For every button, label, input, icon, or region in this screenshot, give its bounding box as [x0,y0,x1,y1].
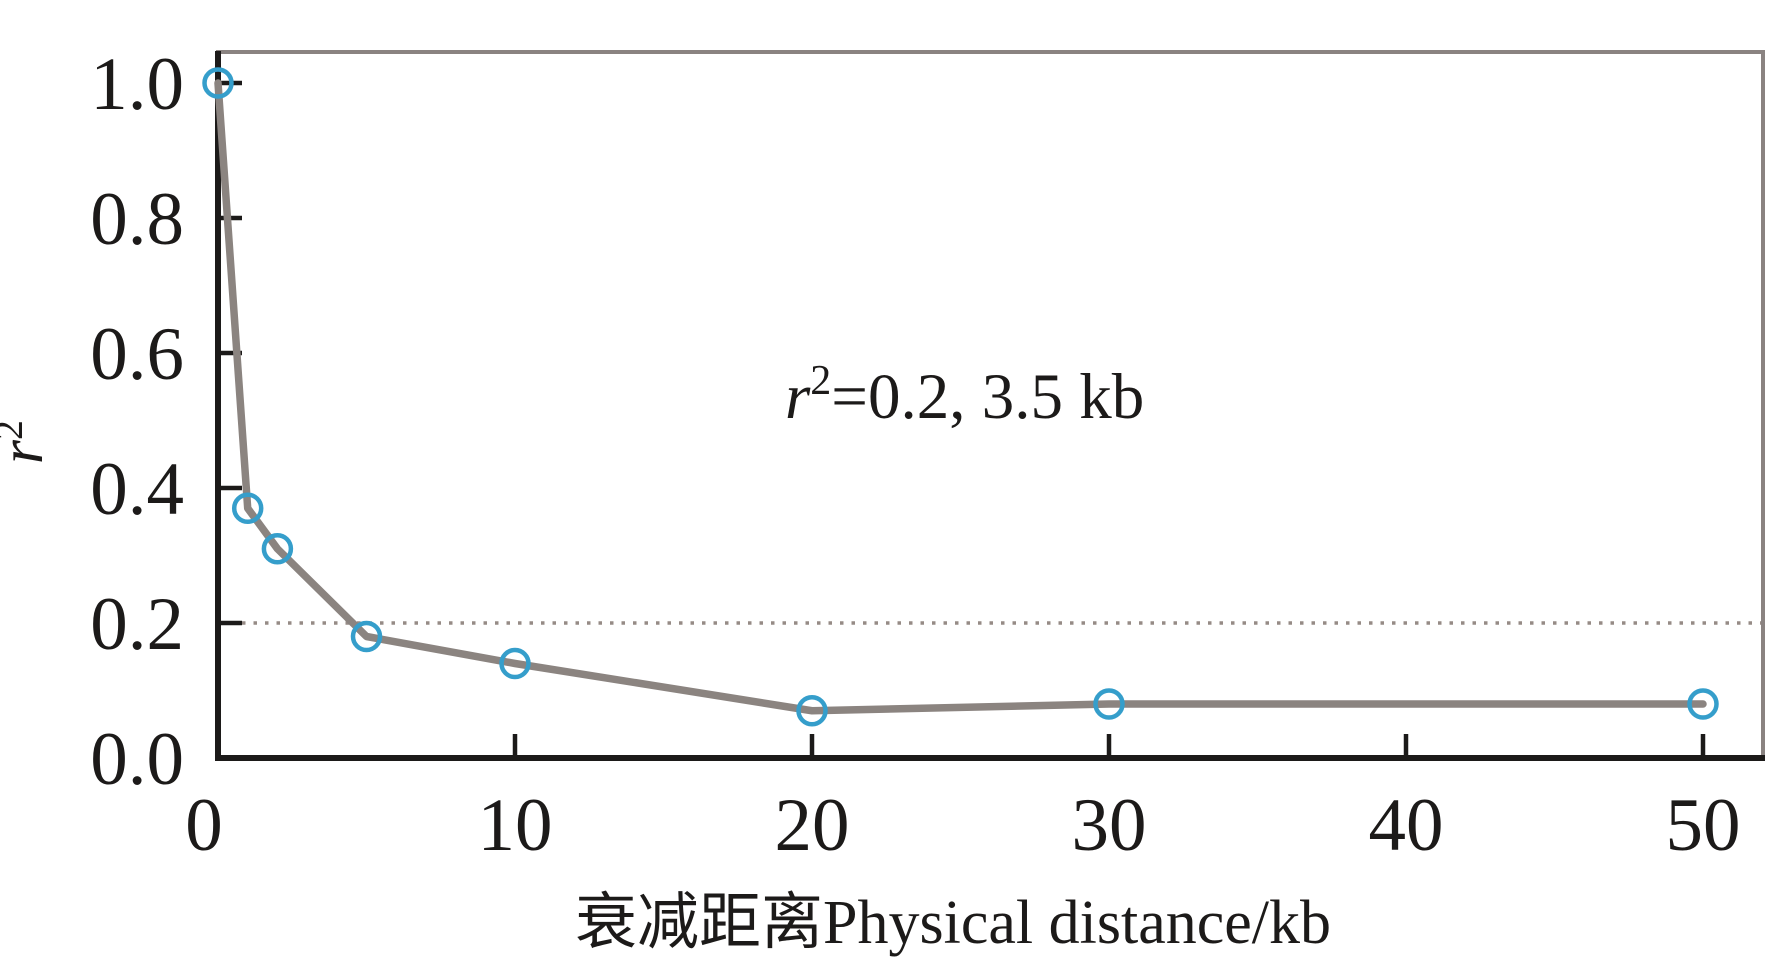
y-tick-label: 0.6 [90,313,184,396]
annotation-superscript-2: 2 [810,358,831,404]
y-label-superscript-2: 2 [0,420,31,440]
y-tick-label: 1.0 [90,43,184,126]
data-point-marker [1687,688,1719,720]
y-axis-tick-labels: 0.0 0.2 0.4 0.6 0.8 1.0 [90,43,184,801]
axes [215,51,1765,761]
annotation-rest: =0.2, 3.5 kb [831,361,1144,433]
data-line [214,79,1707,715]
data-point-marker [796,695,828,727]
x-tick-label: 10 [478,784,553,867]
annotation-r: r [785,361,811,433]
x-tick-label: 30 [1072,784,1147,867]
x-tick-label: 0 [185,784,223,867]
plot-frame [216,50,1765,758]
x-tick-label: 40 [1369,784,1444,867]
x-axis-label: 衰减距离Physical distance/kb [575,889,1331,957]
y-tick-label: 0.4 [90,448,184,531]
data-point-marker [350,620,383,653]
data-point-markers [202,67,1719,727]
data-point-marker [1093,688,1125,720]
data-point-marker [499,647,531,680]
data-point-marker [202,67,234,99]
y-tick-label: 0.8 [90,178,184,261]
annotation-text: r2=0.2, 3.5 kb [785,358,1144,433]
x-tick-label: 50 [1666,784,1741,867]
data-point-marker [261,533,294,565]
y-tick-label: 0.0 [90,718,184,801]
x-axis-ticks [512,734,1706,756]
x-tick-label: 20 [775,784,850,867]
x-axis-tick-labels: 0 10 20 30 40 50 [185,784,1740,867]
data-point-marker [231,492,264,524]
y-axis-label: r2 [0,420,56,464]
y-label-r: r [0,439,56,464]
data-series-group [214,79,1707,715]
y-tick-label: 0.2 [90,583,184,666]
